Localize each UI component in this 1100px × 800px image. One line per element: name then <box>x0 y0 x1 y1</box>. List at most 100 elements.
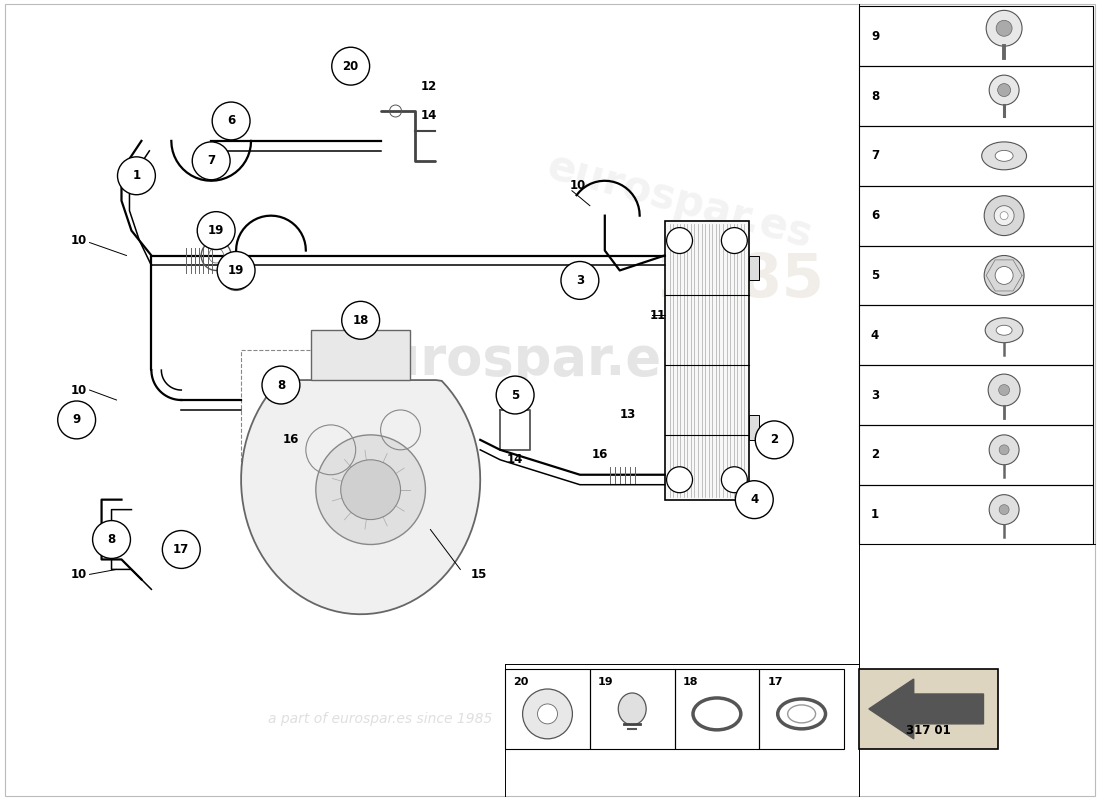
Text: 14: 14 <box>507 454 524 466</box>
Text: 1: 1 <box>132 170 141 182</box>
Text: 13: 13 <box>619 409 636 422</box>
Text: 19: 19 <box>208 224 224 237</box>
Text: 1: 1 <box>871 508 879 521</box>
Text: 14: 14 <box>420 110 437 122</box>
Text: 20: 20 <box>342 60 359 73</box>
Text: 17: 17 <box>173 543 189 556</box>
Ellipse shape <box>997 326 1012 335</box>
Circle shape <box>997 20 1012 36</box>
Bar <box>759 669 844 749</box>
Text: 7: 7 <box>871 150 879 162</box>
Bar <box>590 669 674 749</box>
Circle shape <box>999 385 1010 395</box>
Text: 10: 10 <box>70 383 87 397</box>
Text: 2: 2 <box>770 434 779 446</box>
Circle shape <box>212 102 250 140</box>
Text: eurospar.es: eurospar.es <box>542 145 817 256</box>
Text: 8: 8 <box>108 533 115 546</box>
Text: 5: 5 <box>871 269 879 282</box>
Text: 9: 9 <box>73 414 80 426</box>
Text: 317 01: 317 01 <box>906 724 952 738</box>
Circle shape <box>332 47 370 85</box>
Text: 16: 16 <box>592 448 608 462</box>
Ellipse shape <box>996 150 1013 162</box>
Text: 17: 17 <box>767 677 783 687</box>
Text: 2: 2 <box>871 448 879 462</box>
Bar <box>859 669 999 749</box>
Circle shape <box>192 142 230 180</box>
Text: 19: 19 <box>228 264 244 277</box>
Bar <box>859 365 1093 425</box>
Ellipse shape <box>981 142 1026 170</box>
Bar <box>859 485 1093 545</box>
Text: 8: 8 <box>277 378 285 391</box>
Bar <box>749 255 759 281</box>
Text: 4: 4 <box>750 493 758 506</box>
Circle shape <box>262 366 300 404</box>
Text: 10: 10 <box>70 234 87 247</box>
Text: 10: 10 <box>70 568 87 581</box>
Polygon shape <box>241 380 481 614</box>
Bar <box>859 306 1093 365</box>
Circle shape <box>1000 212 1008 220</box>
Circle shape <box>736 481 773 518</box>
Circle shape <box>994 206 1014 226</box>
Text: 18: 18 <box>682 677 698 687</box>
Circle shape <box>217 251 255 290</box>
Text: 20: 20 <box>513 677 528 687</box>
Text: 12: 12 <box>420 79 437 93</box>
Bar <box>674 669 759 749</box>
Bar <box>859 66 1093 126</box>
Circle shape <box>722 228 747 254</box>
Bar <box>311 330 410 380</box>
Bar <box>859 425 1093 485</box>
Bar <box>859 126 1093 186</box>
Ellipse shape <box>986 318 1023 342</box>
Circle shape <box>989 75 1019 105</box>
Text: 19: 19 <box>597 677 614 687</box>
Circle shape <box>989 435 1019 465</box>
Circle shape <box>984 255 1024 295</box>
Circle shape <box>667 228 693 254</box>
Bar <box>859 186 1093 246</box>
Text: 3: 3 <box>871 389 879 402</box>
Circle shape <box>341 460 400 519</box>
Circle shape <box>989 494 1019 525</box>
Text: 16: 16 <box>283 434 299 446</box>
Circle shape <box>57 401 96 439</box>
Text: a part of eurospar.es since 1985: a part of eurospar.es since 1985 <box>268 712 493 726</box>
Circle shape <box>561 262 598 299</box>
Circle shape <box>998 84 1011 97</box>
Circle shape <box>316 435 426 545</box>
Bar <box>859 6 1093 66</box>
Text: 1985: 1985 <box>654 251 824 310</box>
Ellipse shape <box>618 693 646 725</box>
Circle shape <box>522 689 572 739</box>
Bar <box>664 221 749 500</box>
Bar <box>241 350 400 470</box>
Circle shape <box>756 421 793 458</box>
Circle shape <box>538 704 558 724</box>
Bar <box>505 669 590 749</box>
Circle shape <box>996 266 1013 285</box>
Circle shape <box>163 530 200 569</box>
Text: 6: 6 <box>871 209 879 222</box>
Text: 6: 6 <box>227 114 235 127</box>
Text: 3: 3 <box>575 274 584 287</box>
Circle shape <box>999 445 1009 455</box>
Circle shape <box>987 10 1022 46</box>
Circle shape <box>118 157 155 194</box>
Text: eurospar.es: eurospar.es <box>348 334 693 386</box>
Circle shape <box>984 196 1024 235</box>
Text: 15: 15 <box>471 568 486 581</box>
Circle shape <box>722 466 747 493</box>
Text: 7: 7 <box>207 154 216 167</box>
Polygon shape <box>869 679 983 739</box>
Text: 5: 5 <box>512 389 519 402</box>
Circle shape <box>988 374 1020 406</box>
Circle shape <box>999 505 1009 514</box>
Circle shape <box>92 521 131 558</box>
Circle shape <box>342 302 380 339</box>
Text: 10: 10 <box>570 179 586 192</box>
Circle shape <box>496 376 535 414</box>
